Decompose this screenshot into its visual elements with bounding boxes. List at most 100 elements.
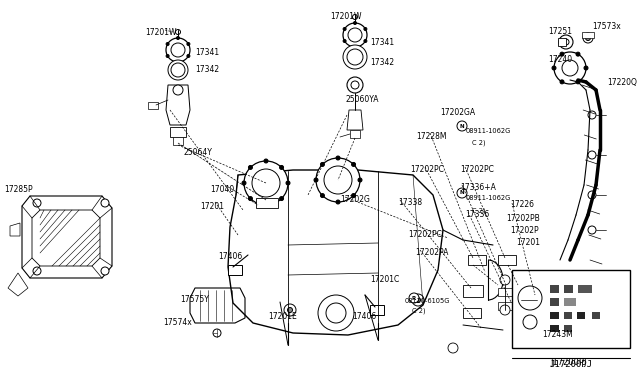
Text: 17202PC: 17202PC <box>410 165 444 174</box>
Text: 17573x: 17573x <box>592 22 621 31</box>
Bar <box>256 198 278 208</box>
Circle shape <box>500 305 510 315</box>
Text: J17200PJ: J17200PJ <box>550 358 586 367</box>
Circle shape <box>242 181 246 185</box>
Circle shape <box>171 43 185 57</box>
Circle shape <box>353 22 356 25</box>
Text: 25060YA: 25060YA <box>345 95 378 104</box>
Circle shape <box>287 308 292 312</box>
Text: 08911-1062G: 08911-1062G <box>466 195 511 201</box>
Text: 17228M: 17228M <box>416 132 447 141</box>
Circle shape <box>563 39 569 45</box>
Bar <box>498 288 513 296</box>
Text: 17226: 17226 <box>510 200 534 209</box>
Circle shape <box>583 33 593 43</box>
Bar <box>170 127 186 137</box>
Circle shape <box>500 275 510 285</box>
Text: 17202GA: 17202GA <box>440 108 475 117</box>
Circle shape <box>343 39 346 42</box>
Circle shape <box>318 295 354 331</box>
Bar <box>550 312 559 319</box>
Text: 25064Y: 25064Y <box>183 148 212 157</box>
Bar <box>498 302 513 310</box>
Text: 17406: 17406 <box>218 252 243 261</box>
Circle shape <box>588 111 596 119</box>
Bar <box>521 290 537 312</box>
Text: 17574x: 17574x <box>163 318 192 327</box>
Circle shape <box>448 343 458 353</box>
Circle shape <box>364 28 367 31</box>
Bar <box>564 298 576 306</box>
Circle shape <box>584 66 588 70</box>
Bar <box>173 137 183 145</box>
Circle shape <box>177 61 179 64</box>
Bar <box>370 305 384 315</box>
Circle shape <box>166 38 190 62</box>
Circle shape <box>166 55 169 58</box>
Text: 17338: 17338 <box>398 198 422 207</box>
Circle shape <box>576 80 580 84</box>
Text: 08110-6105G: 08110-6105G <box>405 298 451 304</box>
Text: C 2): C 2) <box>412 308 426 314</box>
Text: 17201W: 17201W <box>330 12 362 21</box>
Text: 17336: 17336 <box>465 210 489 219</box>
Circle shape <box>353 15 358 19</box>
Text: N: N <box>460 124 464 128</box>
Bar <box>564 312 572 319</box>
Circle shape <box>347 77 363 93</box>
Circle shape <box>314 178 318 182</box>
Circle shape <box>412 294 424 306</box>
Circle shape <box>101 267 109 275</box>
Text: R: R <box>412 295 416 301</box>
Circle shape <box>560 80 564 84</box>
Text: 17240: 17240 <box>548 55 572 64</box>
Text: 17202PC: 17202PC <box>408 230 442 239</box>
Text: 17202G: 17202G <box>340 195 370 204</box>
Bar <box>550 285 559 293</box>
Bar <box>468 255 486 265</box>
Text: N: N <box>460 190 464 196</box>
Circle shape <box>560 52 564 56</box>
Circle shape <box>286 181 290 185</box>
Circle shape <box>518 286 542 310</box>
Bar <box>148 102 158 109</box>
Circle shape <box>264 203 268 207</box>
Circle shape <box>168 60 188 80</box>
Text: 17406: 17406 <box>352 312 376 321</box>
Circle shape <box>351 193 356 198</box>
Bar <box>582 32 594 38</box>
Circle shape <box>588 151 596 159</box>
Text: 17201C: 17201C <box>370 275 399 284</box>
Circle shape <box>343 45 367 69</box>
Circle shape <box>588 191 596 199</box>
Circle shape <box>244 161 288 205</box>
Circle shape <box>187 55 190 58</box>
Circle shape <box>351 163 356 166</box>
Circle shape <box>586 35 591 41</box>
Circle shape <box>358 178 362 182</box>
Circle shape <box>336 200 340 204</box>
Text: 17201: 17201 <box>200 202 224 211</box>
Circle shape <box>353 45 356 48</box>
Bar <box>550 298 559 306</box>
Circle shape <box>457 188 467 198</box>
Text: 17342: 17342 <box>195 65 219 74</box>
Circle shape <box>523 315 537 329</box>
Circle shape <box>336 156 340 160</box>
Circle shape <box>213 329 221 337</box>
Text: 17202P: 17202P <box>510 226 539 235</box>
Circle shape <box>562 60 578 76</box>
Text: 17575Y: 17575Y <box>180 295 209 304</box>
Circle shape <box>415 298 420 302</box>
Circle shape <box>409 293 419 303</box>
Bar <box>558 38 566 46</box>
Circle shape <box>280 196 284 201</box>
Circle shape <box>264 159 268 163</box>
Text: 17040: 17040 <box>210 185 234 194</box>
Text: 17220Q: 17220Q <box>607 78 637 87</box>
Circle shape <box>33 199 41 207</box>
Bar <box>228 265 242 275</box>
Circle shape <box>316 158 360 202</box>
Circle shape <box>175 29 180 35</box>
Bar <box>498 255 516 265</box>
